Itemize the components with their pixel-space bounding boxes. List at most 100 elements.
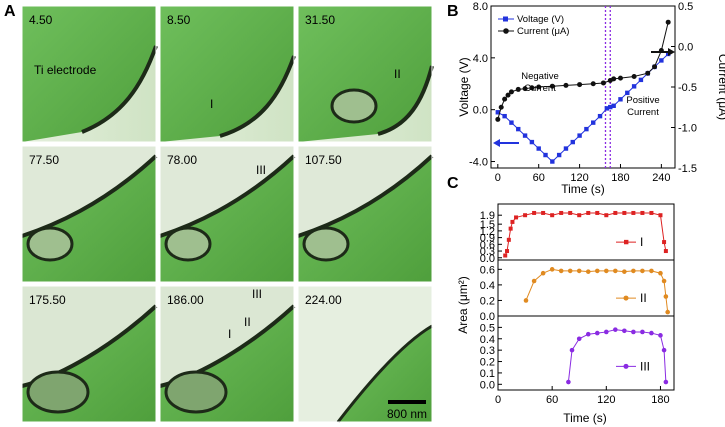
point	[640, 210, 645, 215]
voltage-point	[604, 106, 610, 111]
point	[663, 294, 669, 299]
y2-tick-label: -0.5	[678, 82, 697, 94]
panel-label-c: C	[447, 175, 459, 192]
x-tick-label: 240	[652, 172, 670, 184]
bubble	[164, 370, 228, 414]
point	[586, 210, 591, 215]
legend-marker	[623, 363, 629, 369]
point	[594, 330, 600, 336]
legend-current-label: Current (μA)	[517, 26, 569, 37]
point	[622, 269, 627, 274]
electrode-edge	[336, 324, 433, 423]
electrode-edge	[219, 55, 296, 138]
point	[661, 278, 667, 284]
current-point	[522, 86, 528, 92]
voltage-point	[570, 139, 575, 145]
point	[662, 240, 667, 245]
annotation-negative-1: Negative	[521, 71, 559, 82]
y-tick-label: 0.0	[480, 311, 495, 323]
y-tick-label: 0.9	[480, 233, 495, 245]
frame-time-label: 78.00	[167, 153, 197, 167]
y-tick-label: 0.4	[480, 280, 495, 292]
c-x-axis-title: Time (s)	[563, 411, 607, 425]
voltage-point	[618, 97, 623, 102]
legend-voltage-label: Voltage (V)	[517, 14, 564, 25]
panel-b-chart: 0 60 120 180 240 -4.0 0.0 4.0 8.0 -1.5 -1.0 -0.5 0.0…	[457, 1, 725, 196]
subplot-I: 0.00.30.60.91.21.51.9 I	[480, 203, 675, 265]
y-tick-label: 0.6	[480, 264, 495, 276]
y-tick-label: 0.0	[480, 379, 495, 391]
marker-ii: II	[394, 67, 401, 81]
point	[649, 330, 654, 336]
subplot-II: 0.0 0.2 0.4 0.6 II	[480, 259, 675, 323]
legend-marker	[623, 295, 629, 301]
current-point	[502, 96, 508, 102]
panel-label-b: B	[447, 3, 459, 20]
point	[622, 210, 627, 215]
marker-i-186: I	[228, 327, 231, 341]
current-point	[652, 64, 658, 70]
current-point	[600, 80, 606, 86]
x-tick-label: 0	[495, 172, 501, 184]
current-point	[617, 75, 623, 81]
bubble	[330, 88, 378, 124]
point	[595, 210, 600, 215]
point	[576, 268, 582, 274]
point	[640, 268, 645, 274]
y-tick-label: 0.3	[480, 345, 495, 357]
point	[663, 379, 669, 385]
legend-label: I	[640, 235, 643, 249]
point	[594, 268, 600, 274]
point	[658, 270, 663, 276]
x-axis-title: Time (s)	[561, 182, 605, 196]
point	[640, 329, 645, 335]
point	[665, 309, 670, 315]
frame-border	[159, 5, 295, 143]
electrode-edge	[81, 45, 158, 134]
voltage-point	[556, 152, 562, 158]
voltage-point	[591, 120, 596, 125]
legend-marker	[624, 239, 629, 245]
frame-time-label: 224.00	[305, 293, 342, 307]
subplot-III: 0.00.10.20.30.40.5 III 0 60 120 180	[480, 315, 675, 406]
y-tick-label: 1.9	[480, 210, 495, 222]
x-tick-label: 60	[546, 394, 558, 406]
bubble	[302, 226, 350, 262]
y-axis-title: Voltage (V)	[457, 57, 471, 116]
point	[604, 329, 609, 335]
electrode-shape	[338, 326, 432, 422]
voltage-point	[584, 126, 589, 132]
frame-6: 175.50	[21, 285, 158, 423]
point	[568, 210, 573, 215]
y-tick-label: -4.0	[469, 157, 488, 169]
bubble	[164, 226, 212, 262]
scale-bar-label: 800 nm	[387, 407, 427, 421]
x-tick-label: 120	[570, 172, 588, 184]
point	[510, 219, 515, 224]
current-point	[536, 84, 542, 90]
current-point	[631, 73, 637, 79]
voltage-point	[631, 84, 637, 89]
frame-0: 4.50 Ti electrode	[21, 5, 158, 143]
panel-label-a: A	[4, 3, 16, 20]
point	[658, 213, 663, 218]
frame-time-label: 175.50	[29, 293, 66, 307]
marker-iii: III	[256, 163, 266, 177]
voltage-point	[502, 113, 507, 119]
point	[631, 210, 636, 215]
point	[658, 333, 663, 338]
current-point	[549, 83, 555, 89]
y-tick-label: 0.0	[480, 253, 495, 265]
frame-border	[297, 285, 433, 423]
voltage-point	[529, 139, 535, 145]
voltage-point	[495, 110, 501, 115]
current-point	[498, 104, 504, 110]
frame-border	[21, 145, 157, 283]
y2-tick-label: 0.0	[678, 42, 693, 54]
voltage-point	[536, 146, 541, 151]
voltage-point	[659, 58, 664, 63]
point	[531, 278, 537, 284]
